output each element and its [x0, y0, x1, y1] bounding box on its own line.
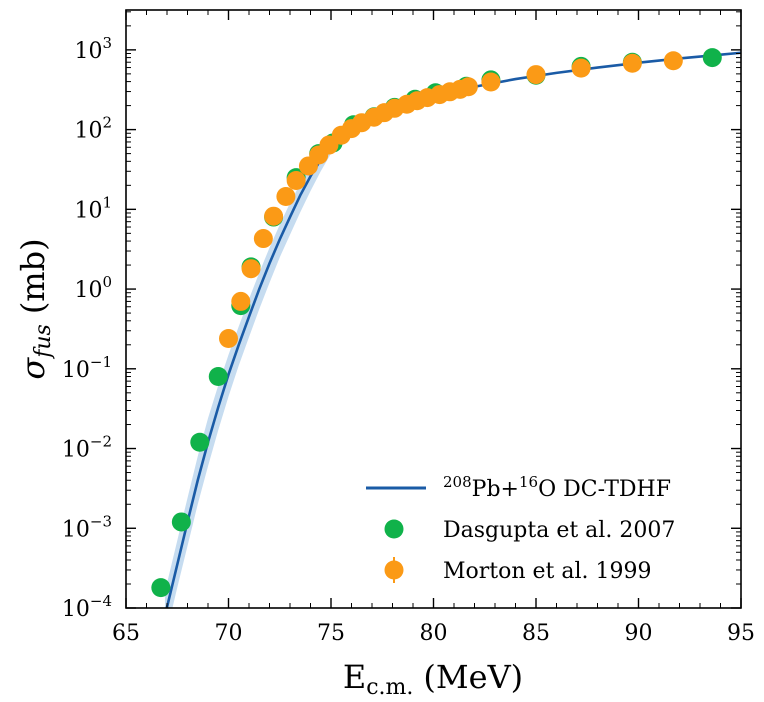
legend-label-theory: 208Pb+16O DC-TDHF — [443, 473, 671, 502]
y-axis-label: σfus(mb) — [14, 238, 56, 379]
y-tick-label: 10−1 — [62, 353, 112, 383]
y-tick-label: 10−2 — [62, 433, 112, 463]
dasgupta-point — [151, 578, 171, 598]
data-points-layer — [151, 48, 722, 598]
morton-point — [231, 291, 251, 311]
y-axis: 10−4 10−3 10−2 10−1 100 101 102 103 — [62, 11, 741, 622]
morton-point — [286, 170, 306, 190]
y-tick-label: 10−4 — [62, 592, 112, 622]
y-tick-label: 10−3 — [62, 512, 112, 542]
dasgupta-point — [171, 512, 191, 532]
x-tick-label: 80 — [420, 621, 448, 646]
morton-point — [276, 186, 296, 206]
dasgupta-point — [702, 48, 722, 68]
y-tick-label: 103 — [74, 34, 112, 64]
legend-marker-dasgupta — [384, 519, 404, 539]
dasgupta-point — [208, 367, 228, 387]
x-tick-label: 95 — [727, 621, 755, 646]
morton-point — [458, 77, 478, 97]
morton-point — [253, 229, 273, 249]
theory-uncertainty-band — [164, 52, 741, 608]
morton-point — [622, 53, 642, 73]
x-axis: 65 70 75 80 85 90 95 — [112, 10, 755, 646]
morton-point — [571, 58, 591, 78]
x-axis-label: Ec.m. (MeV) — [343, 658, 523, 700]
morton-point — [481, 72, 501, 92]
legend-marker-morton — [384, 560, 404, 580]
morton-point — [241, 259, 261, 279]
theory-band — [164, 52, 741, 608]
y-tick-label: 101 — [74, 193, 112, 223]
x-tick-label: 75 — [317, 621, 345, 646]
morton-point — [663, 51, 683, 71]
x-tick-label: 85 — [522, 621, 550, 646]
x-tick-label: 70 — [215, 621, 243, 646]
morton-point — [526, 65, 546, 85]
y-tick-label: 102 — [74, 114, 112, 144]
legend-label-dasgupta: Dasgupta et al. 2007 — [443, 518, 675, 543]
dasgupta-point — [190, 432, 210, 452]
morton-point — [219, 328, 238, 348]
legend: 208Pb+16O DC-TDHF Dasgupta et al. 2007 M… — [366, 473, 675, 584]
morton-point — [264, 206, 284, 226]
y-tick-label: 100 — [74, 273, 112, 303]
x-tick-label: 65 — [112, 621, 140, 646]
legend-label-morton: Morton et al. 1999 — [443, 559, 652, 584]
x-tick-label: 90 — [625, 621, 653, 646]
